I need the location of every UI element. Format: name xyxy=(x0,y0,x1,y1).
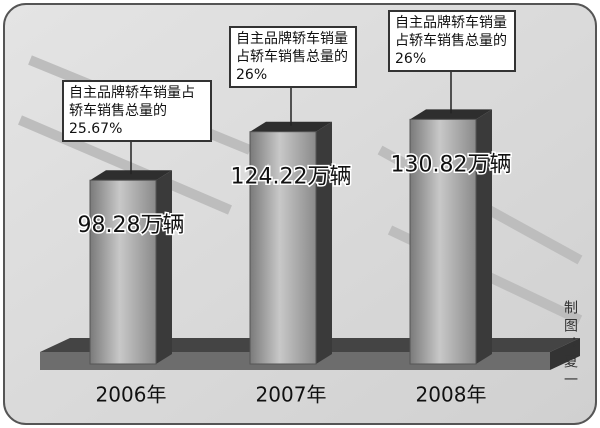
bar-top xyxy=(410,109,492,120)
x-tick-label: 2008年 xyxy=(416,383,487,407)
bar-top xyxy=(90,170,172,181)
bar-side xyxy=(316,121,332,364)
callout: 自主品牌轿车销量占轿车销售总量的26% xyxy=(229,26,357,88)
bar xyxy=(249,131,317,365)
bar-top xyxy=(250,121,332,132)
bar xyxy=(89,179,157,365)
callout: 自主品牌轿车销量占轿车销售总量的26% xyxy=(388,10,516,72)
x-tick-label: 2006年 xyxy=(96,383,167,407)
value-label: 124.22万辆 xyxy=(231,165,352,190)
floor-side xyxy=(550,338,580,370)
value-label: 130.82万辆 xyxy=(391,152,512,177)
bar-side xyxy=(476,109,492,364)
value-label: 98.28万辆 xyxy=(78,213,185,238)
x-tick-label: 2007年 xyxy=(256,383,327,407)
bar-side xyxy=(156,170,172,364)
bar xyxy=(409,118,477,365)
callout: 自主品牌轿车销量占轿车销售总量的25.67% xyxy=(62,80,212,142)
credit: 制图：夏一 xyxy=(562,300,578,390)
